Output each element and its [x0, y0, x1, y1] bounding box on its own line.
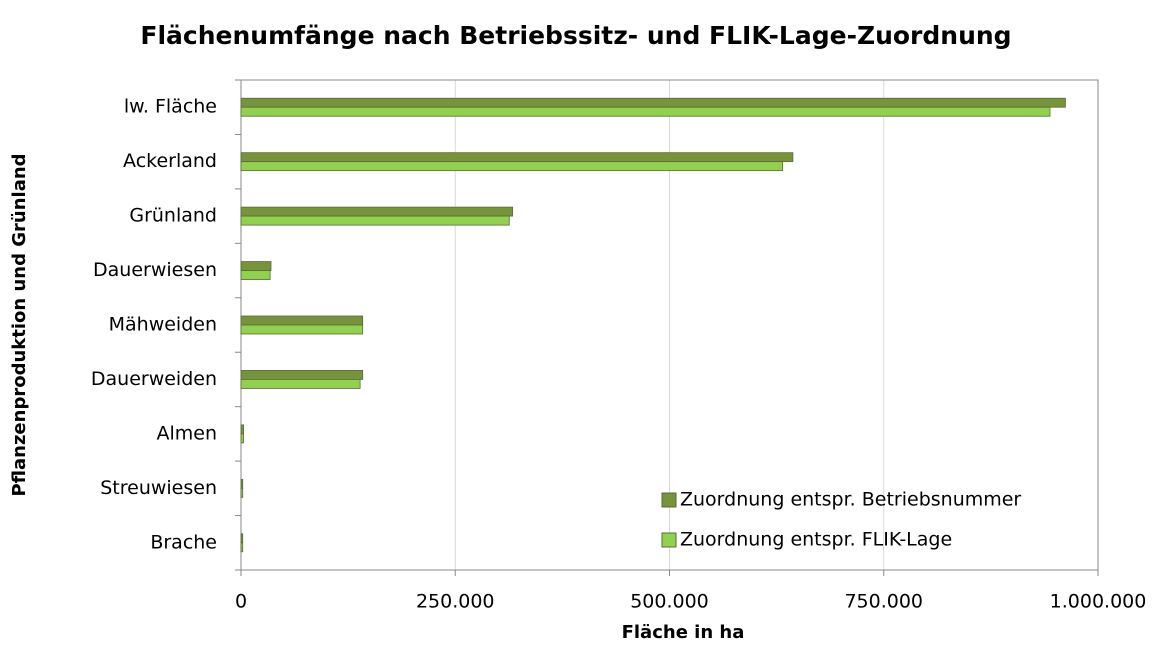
x-tick-label: 250.000 — [416, 591, 495, 613]
x-tick-label: 0 — [235, 591, 247, 613]
bar — [240, 533, 244, 544]
legend-swatch — [661, 492, 677, 508]
bar — [240, 106, 1051, 117]
y-tick-label: Dauerwiesen — [93, 259, 217, 281]
bar — [240, 161, 784, 172]
legend-swatch — [661, 532, 677, 548]
bar — [240, 206, 514, 217]
y-tick-label: Almen — [156, 422, 217, 444]
x-axis-title: Fläche in ha — [622, 622, 745, 643]
y-tick-label: Streuwiesen — [100, 477, 217, 499]
x-tick-label: 750.000 — [844, 591, 923, 613]
bar — [240, 261, 272, 271]
bar — [240, 215, 510, 226]
y-tick-label: lw. Fläche — [124, 96, 217, 118]
y-tick-label: Brache — [150, 531, 217, 553]
bar — [240, 324, 364, 335]
legend-label: Zuordnung entspr. Betriebsnummer — [680, 489, 1021, 511]
x-tick-label: 500.000 — [630, 591, 709, 613]
y-axis-title: Pflanzenproduktion und Grünland — [9, 153, 30, 496]
bar — [240, 270, 271, 280]
x-tick-label: 1.000.000 — [1050, 591, 1147, 613]
legend-label: Zuordnung entspr. FLIK-Lage — [680, 529, 952, 551]
bar — [240, 315, 364, 326]
y-tick-label: Dauerweiden — [91, 368, 217, 390]
bar — [240, 424, 244, 435]
y-tick-label: Grünland — [129, 205, 217, 227]
bar — [240, 542, 244, 553]
bar — [240, 379, 361, 389]
bar — [240, 370, 364, 380]
y-tick-label: Ackerland — [123, 150, 217, 172]
bar — [240, 478, 244, 489]
y-tick-label: Mähweiden — [109, 314, 217, 336]
bar — [240, 487, 244, 498]
bar — [240, 97, 1066, 108]
bar — [240, 433, 244, 444]
chart-title: Flächenumfänge nach Betriebssitz- und FL… — [140, 21, 1011, 50]
bar — [240, 152, 794, 163]
